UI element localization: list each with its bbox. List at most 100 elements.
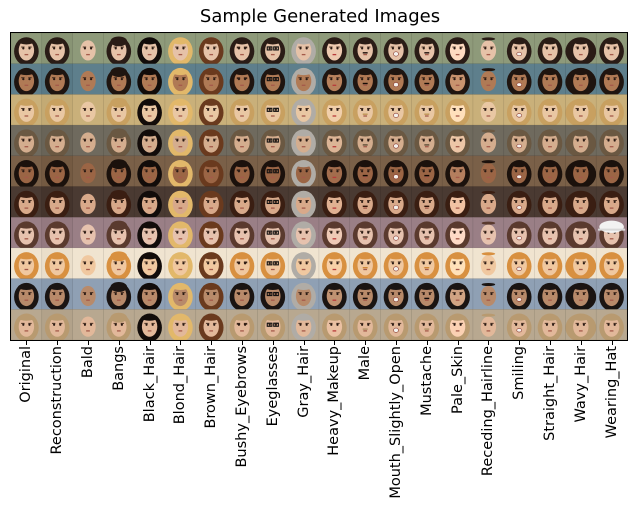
- face-cell: [318, 33, 351, 66]
- column-label: Bushy_Eyebrows: [234, 346, 250, 468]
- face-cell: [441, 186, 474, 219]
- face-cell: [72, 309, 104, 340]
- face-cell: [380, 278, 412, 312]
- face-cell: [103, 186, 135, 219]
- face-cell: [103, 216, 135, 250]
- face-cell: [11, 124, 43, 158]
- face-cell: [257, 278, 289, 312]
- face-cell: [41, 186, 74, 219]
- x-tick: [211, 341, 213, 345]
- face-cell: [41, 124, 74, 158]
- figure-title: Sample Generated Images: [199, 6, 441, 27]
- face-cell: [441, 278, 474, 312]
- column-label: Eyeglasses: [264, 346, 281, 427]
- face-cell: [595, 186, 627, 219]
- face-cell: [164, 309, 197, 340]
- face-cell: [534, 186, 566, 219]
- face-cell: [164, 33, 197, 66]
- face-cell: [472, 63, 505, 95]
- face-cell: [195, 216, 228, 250]
- face-cell: [133, 186, 166, 219]
- eyeglasses-icon: [266, 107, 279, 112]
- face-cell: [164, 63, 197, 97]
- face-cell: [11, 33, 43, 66]
- face-cell: [164, 186, 197, 219]
- face-cell: [595, 63, 627, 97]
- face-cell: [164, 94, 197, 127]
- face-cell: [349, 186, 382, 219]
- face-cell: [226, 155, 258, 189]
- face-cell: [195, 33, 228, 66]
- face-cell: [226, 216, 258, 250]
- face-cell: [164, 216, 197, 250]
- face-cell: [595, 94, 627, 127]
- x-tick: [365, 341, 367, 345]
- face-cell: [226, 247, 258, 281]
- face-cell: [411, 155, 443, 189]
- face-cell: [287, 216, 320, 250]
- face-cell: [503, 186, 536, 219]
- column-label: Blond_Hair: [172, 346, 189, 425]
- face-cell: [503, 278, 536, 312]
- face-cell: [349, 94, 382, 127]
- face-cell: [472, 278, 505, 310]
- face-cell: [595, 33, 627, 66]
- column-label: Brown_Hair: [203, 346, 220, 429]
- face-cell: [11, 309, 43, 340]
- column-label: Male: [357, 346, 374, 381]
- face-cell: [103, 94, 135, 127]
- face-cell: [72, 216, 104, 249]
- face-cell: [195, 63, 228, 97]
- face-cell: [503, 309, 536, 340]
- eyeglasses-icon: [266, 169, 279, 174]
- eyeglasses-icon: [266, 199, 279, 205]
- face-cell: [472, 124, 505, 157]
- eyeglasses-icon: [266, 77, 279, 82]
- face-cell: [72, 186, 104, 218]
- x-tick: [272, 341, 274, 345]
- column-label: Straight_Hair: [542, 346, 558, 441]
- column-label: Gray_Hair: [295, 346, 312, 418]
- face-cell: [195, 124, 228, 158]
- face-cell: [503, 33, 536, 66]
- face-cell: [380, 247, 412, 281]
- face-cell: [257, 216, 289, 250]
- face-cell: [72, 63, 104, 95]
- face-cell: [534, 124, 566, 158]
- face-cell: [595, 278, 627, 312]
- face-cell: [534, 216, 566, 250]
- x-tick: [242, 341, 243, 345]
- eyeglasses-icon: [266, 230, 279, 235]
- face-cell: [133, 33, 166, 66]
- column-label: Smiling: [511, 346, 528, 400]
- column-label: Reconstruction: [49, 346, 66, 455]
- eyeglasses-icon: [266, 138, 279, 143]
- face-cell: [103, 247, 135, 281]
- face-cell: [472, 247, 505, 280]
- face-cell: [195, 186, 228, 219]
- face-cell: [380, 216, 412, 250]
- face-cell: [164, 124, 197, 158]
- face-cell: [318, 309, 351, 340]
- face-cell: [72, 124, 104, 157]
- face-cell: [133, 155, 166, 189]
- face-cell: [11, 247, 43, 281]
- face-cell: [11, 63, 43, 97]
- face-cell: [287, 247, 320, 281]
- face-cell: [318, 63, 351, 97]
- x-tick: [118, 341, 120, 345]
- x-tick: [334, 341, 336, 345]
- face-cell: [565, 186, 597, 219]
- face-cell: [72, 247, 104, 280]
- column-label: Bangs: [110, 346, 127, 391]
- column-label: Original: [18, 346, 35, 403]
- face-cell: [226, 33, 258, 66]
- face-cell: [72, 33, 104, 65]
- face-cell: [287, 94, 320, 127]
- column-label: Wavy_Hair: [572, 346, 589, 423]
- face-cell: [565, 94, 597, 127]
- face-cell: [441, 94, 474, 127]
- face-cell: [41, 247, 74, 281]
- face-cell: [472, 155, 505, 187]
- face-cell: [534, 155, 566, 189]
